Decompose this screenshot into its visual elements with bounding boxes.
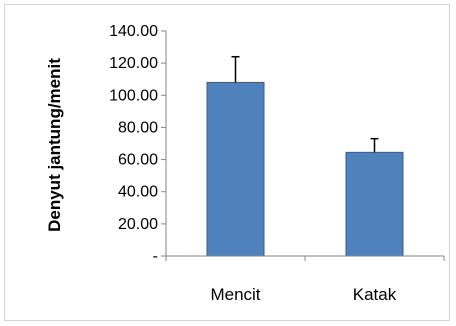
y-tick-label: 80.00 [118, 119, 158, 136]
y-tick-label: 120.00 [109, 55, 158, 72]
y-tick-label: 20.00 [118, 216, 158, 233]
x-axis-labels: Mencit Katak [210, 285, 396, 304]
bar-katak [345, 151, 404, 257]
y-tick-label: - [153, 248, 158, 265]
bars [165, 55, 445, 261]
y-axis-label: Denyut jantung/menit [45, 58, 64, 232]
y-tick-label: 60.00 [118, 152, 158, 169]
bar-mencit [206, 81, 265, 257]
x-tick-label: Mencit [210, 285, 260, 304]
y-tick-label: 140.00 [109, 23, 158, 40]
y-tick-label: 40.00 [118, 184, 158, 201]
y-tick-label: 100.00 [109, 87, 158, 104]
y-axis-ticks: - 20.00 40.00 60.00 80.00 100.00 120.00 140.00 [109, 23, 166, 265]
x-tick-label: Katak [353, 285, 397, 304]
